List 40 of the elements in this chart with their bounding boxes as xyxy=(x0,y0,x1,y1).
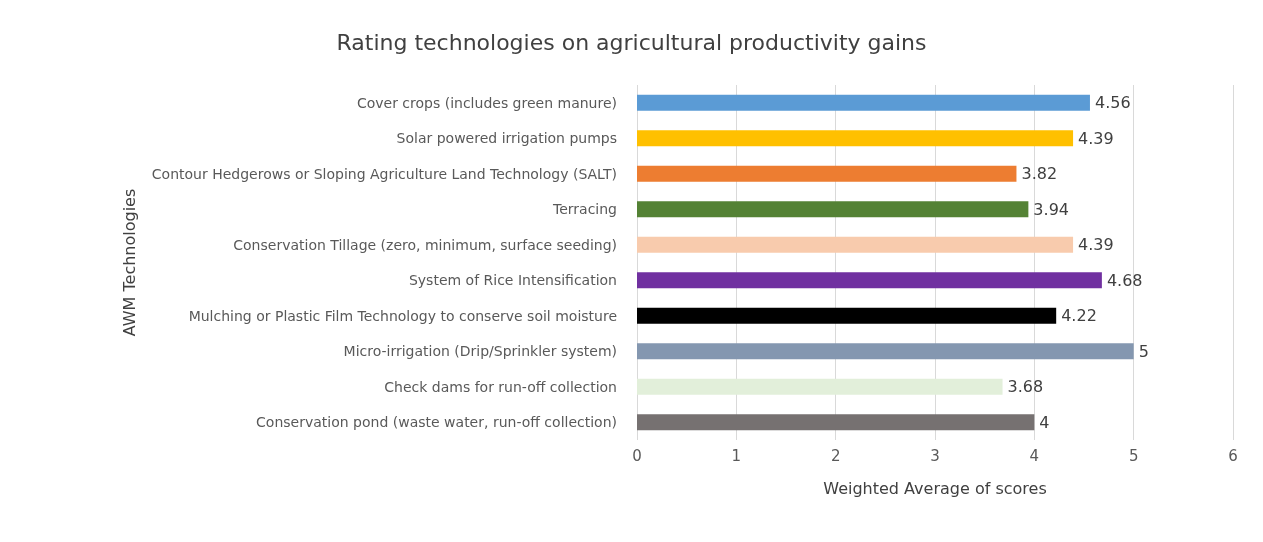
chart-title: Rating technologies on agricultural productivity gains xyxy=(336,29,927,55)
bar xyxy=(637,236,1074,253)
data-label: 3.94 xyxy=(1033,199,1069,219)
bar xyxy=(637,272,1102,289)
bar xyxy=(637,343,1134,360)
data-label: 5 xyxy=(1138,341,1149,361)
y-axis-title: AWM Technologies xyxy=(119,188,139,337)
data-label: 3.82 xyxy=(1021,164,1058,184)
bar xyxy=(637,414,1035,431)
bar xyxy=(637,165,1017,182)
y-tick-label: Micro-irrigation (Drip/Sprinkler system) xyxy=(343,343,617,360)
data-label: 3.68 xyxy=(1007,377,1044,397)
y-tick-label: Conservation pond (waste water, run-off collection) xyxy=(256,414,617,431)
x-tick-label: 0 xyxy=(632,446,642,465)
data-label: 4 xyxy=(1039,412,1050,432)
y-tick-label: Contour Hedgerows or Sloping Agriculture Land Technology (SALT) xyxy=(151,165,617,182)
data-label: 4.39 xyxy=(1078,235,1114,255)
bar xyxy=(637,307,1057,324)
bar xyxy=(637,201,1029,218)
y-tick-label: Cover crops (includes green manure) xyxy=(356,94,617,111)
x-tick-label: 3 xyxy=(930,446,940,465)
x-tick-label: 4 xyxy=(1029,446,1040,465)
x-axis-title: Weighted Average of scores xyxy=(823,478,1047,498)
bar xyxy=(637,130,1074,147)
data-label: 4.56 xyxy=(1094,93,1131,113)
y-tick-label: System of Rice Intensification xyxy=(408,272,617,289)
y-tick-label: Conservation Tillage (zero, minimum, surface seeding) xyxy=(233,236,617,253)
data-label: 4.68 xyxy=(1106,270,1143,290)
bar xyxy=(637,378,1003,395)
y-tick-label: Mulching or Plastic Film Technology to conserve soil moisture xyxy=(188,307,617,324)
x-tick-label: 5 xyxy=(1128,446,1139,465)
bar xyxy=(637,94,1090,111)
x-tick-label: 2 xyxy=(830,446,841,465)
y-tick-label: Solar powered irrigation pumps xyxy=(396,130,617,147)
data-label: 4.22 xyxy=(1061,306,1097,326)
y-tick-label: Check dams for run-off collection xyxy=(384,378,617,395)
x-tick-label: 1 xyxy=(731,446,742,465)
x-tick-label: 6 xyxy=(1228,446,1238,465)
data-label: 4.39 xyxy=(1078,128,1114,148)
y-tick-label: Terracing xyxy=(552,201,617,218)
